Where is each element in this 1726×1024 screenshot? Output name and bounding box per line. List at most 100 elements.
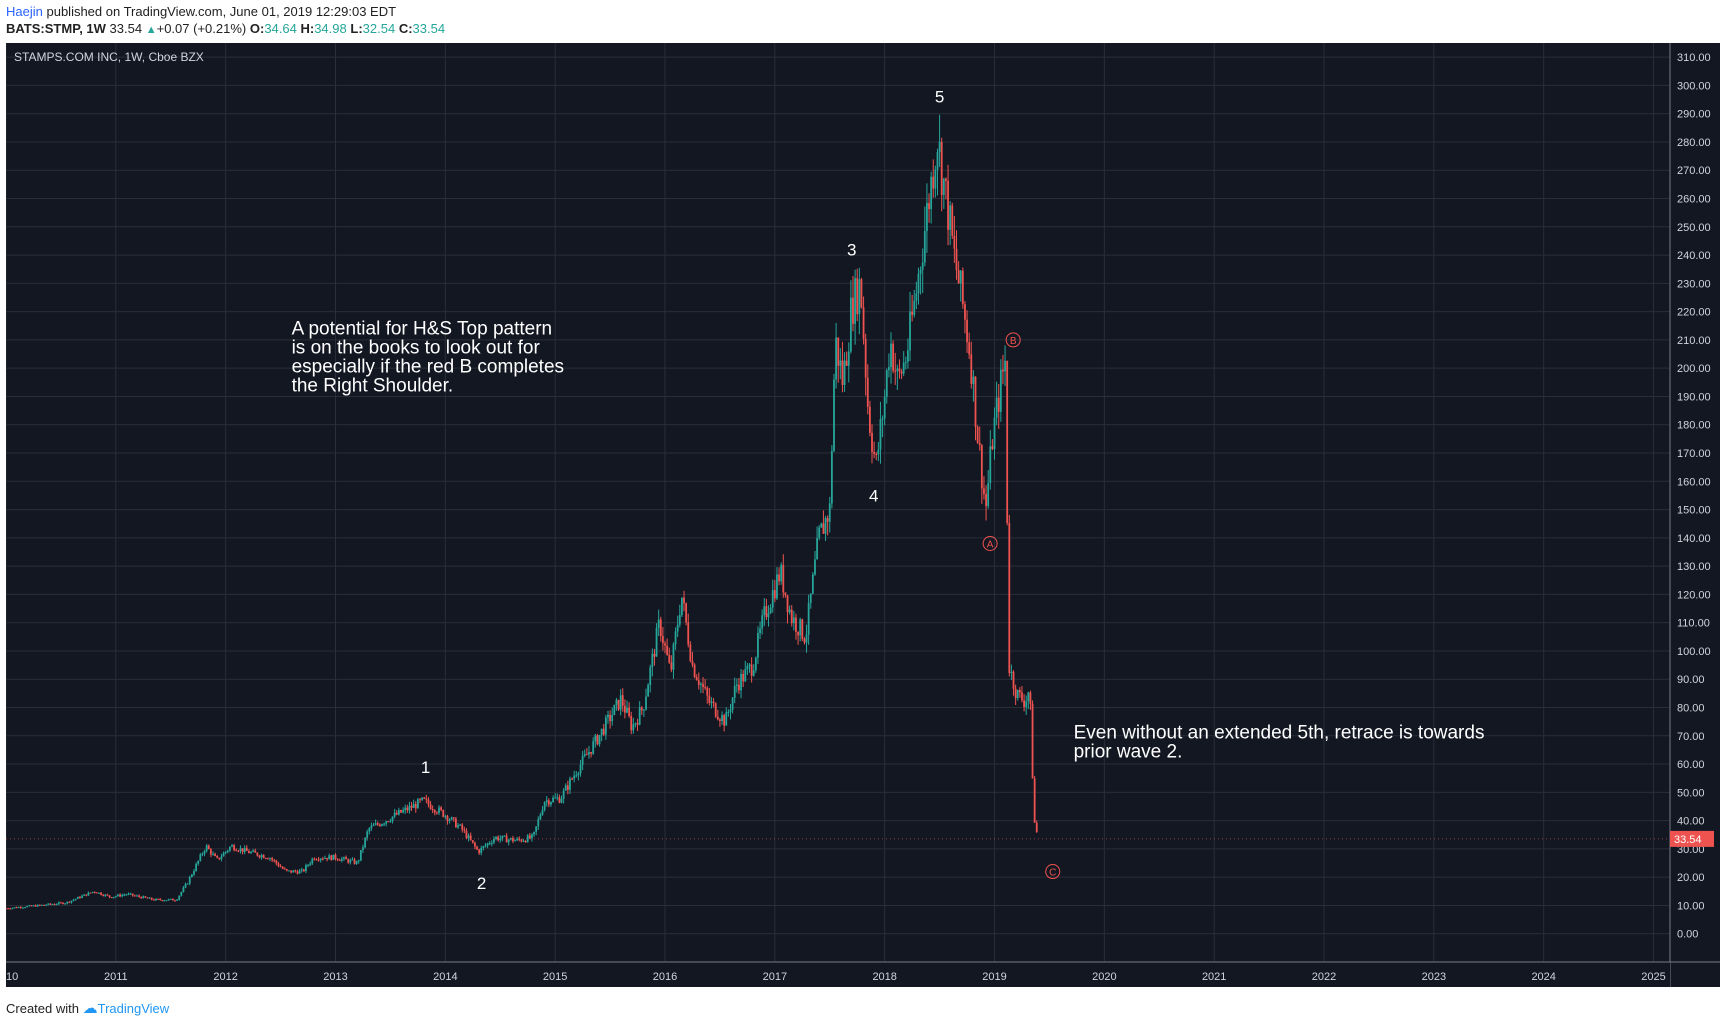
candle-body <box>273 859 276 861</box>
candle-body <box>397 809 400 815</box>
candle-body <box>598 734 601 745</box>
candle-body <box>938 141 941 153</box>
candle-body <box>771 590 774 608</box>
candle-body <box>258 855 261 858</box>
candle-body <box>539 814 542 820</box>
candle-body <box>359 850 362 861</box>
price-chart[interactable]: 1 2 3 4 5 A B C A potential for H&S Top patterni… <box>0 43 1720 987</box>
candle-body <box>573 775 576 779</box>
candle-body <box>444 815 447 817</box>
candle-body <box>184 883 187 888</box>
candle-body <box>566 785 569 790</box>
candle-body <box>898 368 901 372</box>
candle-body <box>843 360 846 385</box>
tradingview-cloud-icon: ☁ <box>82 1000 98 1017</box>
candle-body <box>222 852 225 857</box>
candle-body <box>269 858 271 860</box>
footer: Created with ☁TradingView <box>6 999 169 1017</box>
annotations: 1 2 3 4 5 A B C A potential for H&S Top patterni… <box>292 88 1485 893</box>
candle-body <box>1027 692 1030 702</box>
candle-body <box>385 821 388 824</box>
time-tick-label: 2013 <box>323 971 347 983</box>
candle-body <box>21 907 24 909</box>
candle-body <box>218 857 221 860</box>
candle-body <box>74 898 77 900</box>
candle-body <box>121 894 124 897</box>
candle-body <box>949 205 952 230</box>
candle-body <box>968 342 971 355</box>
grid-lines <box>5 43 1670 962</box>
candle-body <box>182 887 185 892</box>
price-axis[interactable]: 0.00 10.00 20.00 30.00 40.00 50.00 60.00 70.00 8… <box>1670 52 1714 941</box>
candle-body <box>197 860 200 864</box>
candle-body <box>334 854 337 859</box>
candle-body <box>630 716 633 731</box>
candle-body <box>1002 369 1004 372</box>
candle-body <box>376 823 379 825</box>
candle-body <box>400 809 402 813</box>
price-tick-label: 220.00 <box>1677 307 1711 319</box>
candle-body <box>896 368 899 372</box>
candle-body <box>412 803 415 808</box>
time-tick-label: 2012 <box>213 971 237 983</box>
candle-body <box>638 707 641 725</box>
candle-body <box>841 360 844 385</box>
candle-body <box>993 417 996 449</box>
candle-body <box>964 304 966 320</box>
candle-body <box>759 628 761 634</box>
candle-body <box>256 852 259 856</box>
candle-body <box>801 619 804 639</box>
wave-label-4: 4 <box>869 486 878 505</box>
high-label: H: <box>300 21 315 36</box>
candle-body <box>159 899 162 901</box>
candle-body <box>780 564 783 582</box>
candle-body <box>871 432 873 452</box>
candle-body <box>818 527 821 538</box>
candle-body <box>547 800 550 805</box>
candle-body <box>507 839 510 843</box>
candle-body <box>112 896 115 898</box>
price-tick-label: 310.00 <box>1677 52 1711 64</box>
price-tick-label: 170.00 <box>1677 448 1711 460</box>
candle-body <box>199 854 202 861</box>
candle-body <box>152 899 155 901</box>
candle-body <box>670 662 673 670</box>
candle-body <box>503 835 506 837</box>
price-tick-label: 20.00 <box>1677 872 1705 884</box>
time-tick-label: 2021 <box>1202 971 1226 983</box>
candle-body <box>602 728 605 735</box>
tradingview-link[interactable]: TradingView <box>97 1001 170 1016</box>
candle-body <box>366 831 369 838</box>
candle-body <box>854 278 857 324</box>
candle-body <box>1014 688 1017 698</box>
candle-body <box>469 835 472 841</box>
candle-body <box>731 697 734 710</box>
candle-body <box>562 790 565 799</box>
candle-body <box>136 895 138 897</box>
candle-body <box>300 869 303 871</box>
candle-body <box>659 619 662 637</box>
candle-body <box>985 493 987 507</box>
candle-body <box>604 717 607 735</box>
candle-body <box>224 851 227 853</box>
published-text: published on TradingView.com, June 01, 2… <box>46 4 397 19</box>
candle-body <box>930 176 933 210</box>
chart-panel[interactable]: 1 2 3 4 5 A B C A potential for H&S Top pattern i… <box>0 43 1720 987</box>
candle-body <box>231 845 233 847</box>
candle-body <box>892 343 895 371</box>
time-tick-label: 2016 <box>653 971 677 983</box>
candle-body <box>271 858 274 860</box>
author-link[interactable]: Haejin <box>6 4 43 19</box>
candle-body <box>391 816 394 822</box>
candle-body <box>797 631 799 636</box>
candle-body <box>171 898 174 901</box>
candle-body <box>476 846 478 850</box>
candle-body <box>155 898 157 901</box>
candle-body <box>410 805 413 808</box>
candle-body <box>784 592 787 596</box>
candle-body <box>617 699 620 710</box>
candle-body <box>590 751 592 754</box>
candle-body <box>773 590 776 599</box>
candle-body <box>569 778 571 790</box>
candle-body <box>974 376 977 427</box>
